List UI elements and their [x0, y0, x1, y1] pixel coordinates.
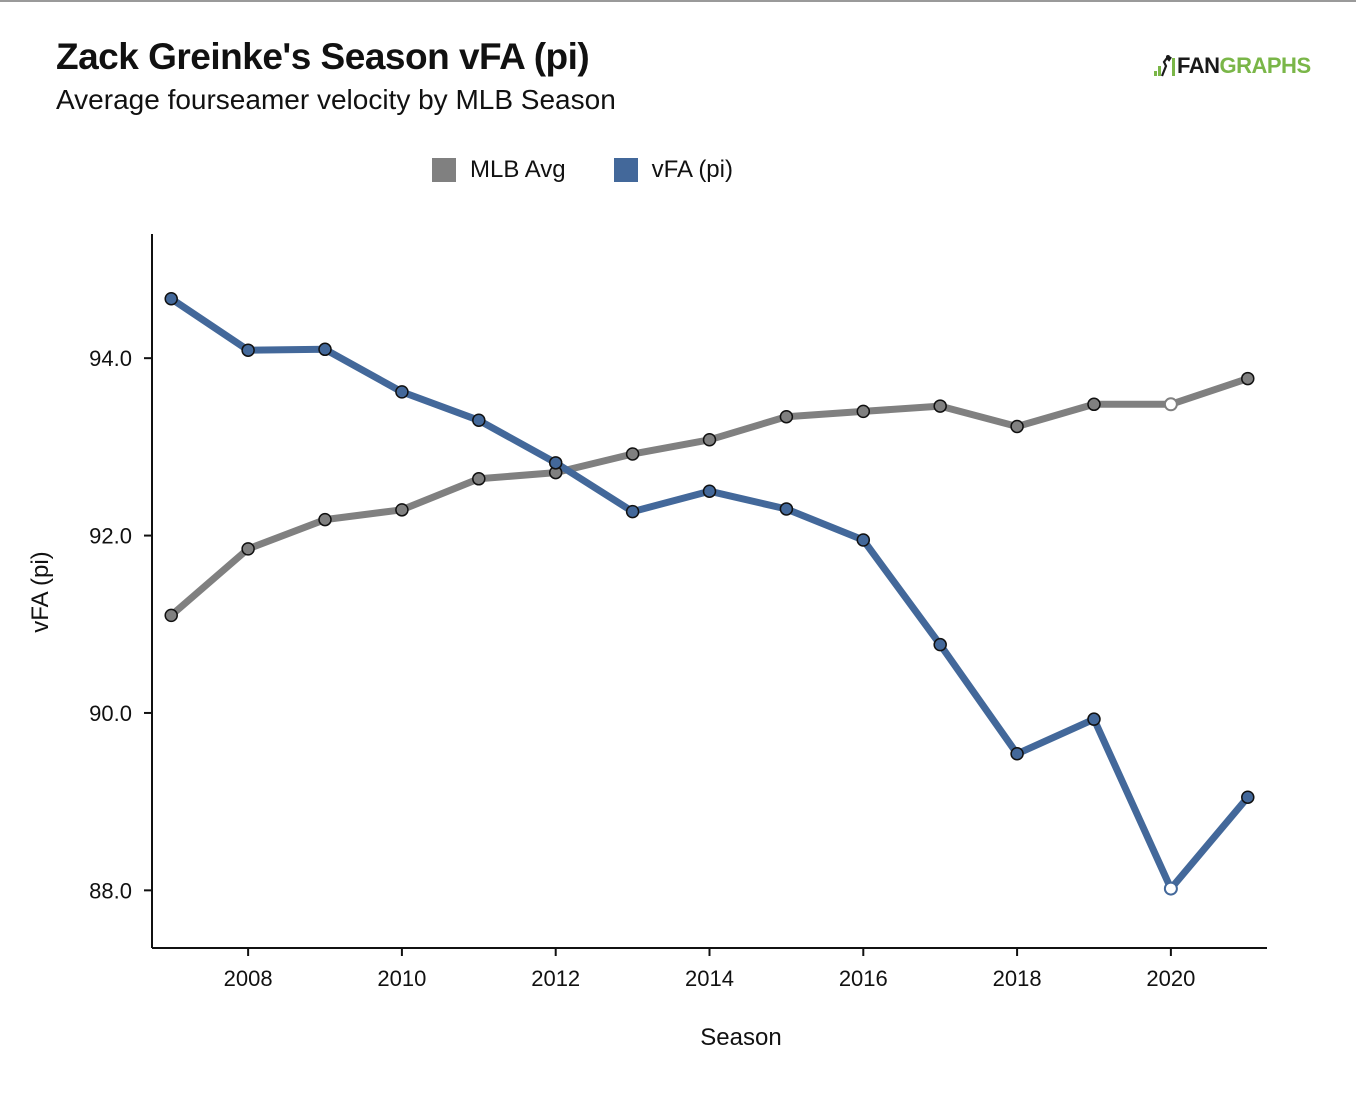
logo-text-graphs: GRAPHS	[1219, 53, 1312, 78]
data-point-vfa-pi	[548, 456, 563, 470]
series-line-vfa-pi	[167, 295, 1252, 893]
chart-title: Zack Greinke's Season vFA (pi)	[56, 36, 590, 77]
data-point-vfa-pi	[1241, 790, 1255, 804]
data-point-mlb-avg	[395, 503, 409, 517]
data-point-mlb-avg	[933, 399, 947, 413]
fangraphs-logo-icon	[1154, 55, 1175, 77]
data-point-mlb-avg	[856, 404, 871, 419]
data-point-mlb-avg	[1010, 419, 1024, 434]
data-point-mlb-avg	[1241, 371, 1255, 386]
x-tick-label: 2010	[377, 966, 426, 991]
data-point-mlb-avg	[779, 409, 794, 424]
x-tick-label: 2018	[993, 966, 1042, 991]
chart-ticks: 2008 2010 2012 2014 2016 2018 2020 88.0 90.0 92.0…	[89, 346, 1195, 991]
data-point-vfa-pi	[318, 342, 332, 357]
legend-item-vfa[interactable]: vFA (pi)	[613, 156, 733, 184]
data-point-vfa-pi	[933, 637, 947, 652]
data-point-mlb-avg	[1087, 397, 1101, 412]
data-point-mlb-avg	[702, 433, 717, 447]
legend-item-mlb-avg[interactable]: MLB Avg	[432, 156, 566, 184]
data-point-vfa-pi	[472, 413, 486, 428]
x-tick-label: 2008	[224, 966, 273, 991]
x-tick-label: 2014	[685, 966, 734, 991]
legend-swatch-mlb-avg	[432, 158, 456, 182]
y-axis-title: vFA (pi)	[27, 551, 54, 632]
chart-subtitle: Average fourseamer velocity by MLB Seaso…	[56, 84, 616, 115]
data-point-vfa-pi	[395, 385, 409, 399]
logo-text-fan: FAN	[1177, 53, 1220, 78]
legend-swatch-vfa	[613, 158, 638, 182]
legend-label-vfa: vFA (pi)	[651, 156, 733, 183]
data-point-vfa-pi	[779, 502, 794, 516]
data-point-mlb-avg	[625, 447, 640, 461]
top-divider	[0, 0, 1356, 2]
x-tick-label: 2016	[839, 966, 888, 991]
data-point-mlb-avg	[1163, 397, 1178, 412]
y-tick-label: 92.0	[89, 524, 132, 549]
chart-axes	[151, 234, 1267, 949]
data-point-vfa-pi	[625, 504, 640, 519]
data-point-vfa-pi	[1163, 881, 1178, 896]
data-point-mlb-avg	[318, 512, 332, 527]
chart-legend: MLB Avg vFA (pi)	[432, 156, 781, 184]
fangraphs-logo[interactable]: FAN GRAPHS	[1153, 52, 1311, 80]
x-axis-title: Season	[700, 1024, 781, 1051]
x-tick-label: 2020	[1146, 966, 1195, 991]
y-tick-label: 94.0	[89, 346, 132, 371]
y-tick-label: 90.0	[89, 701, 132, 726]
legend-label-mlb-avg: MLB Avg	[470, 156, 566, 183]
data-point-mlb-avg	[472, 472, 486, 486]
data-point-vfa-pi	[856, 533, 871, 547]
data-point-vfa-pi	[164, 291, 178, 306]
chart-points	[164, 291, 1255, 896]
data-point-vfa-pi	[241, 343, 255, 357]
data-point-mlb-avg	[164, 608, 178, 623]
data-point-vfa-pi	[702, 484, 717, 498]
data-point-mlb-avg	[241, 542, 255, 556]
data-point-vfa-pi	[1010, 747, 1024, 761]
x-tick-label: 2012	[531, 966, 580, 991]
data-point-vfa-pi	[1087, 712, 1101, 726]
y-tick-label: 88.0	[89, 878, 132, 903]
chart-lines	[167, 295, 1252, 893]
